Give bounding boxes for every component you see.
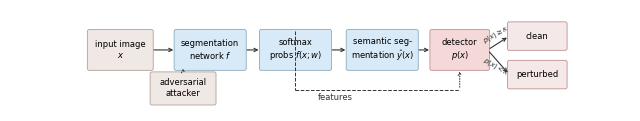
FancyBboxPatch shape [430, 30, 490, 70]
Text: input image
$x$: input image $x$ [95, 40, 146, 60]
FancyBboxPatch shape [150, 72, 216, 105]
Text: clean: clean [526, 32, 548, 41]
FancyBboxPatch shape [174, 30, 246, 70]
Text: softmax
probs $f(x; w)$: softmax probs $f(x; w)$ [269, 38, 322, 62]
Text: perturbed: perturbed [516, 70, 558, 79]
FancyBboxPatch shape [508, 60, 567, 89]
FancyBboxPatch shape [88, 30, 153, 70]
FancyBboxPatch shape [259, 30, 332, 70]
Text: $p(x) < \kappa$: $p(x) < \kappa$ [481, 55, 511, 78]
Text: detector
$p(x)$: detector $p(x)$ [442, 38, 477, 62]
Text: segmentation
network $f$: segmentation network $f$ [181, 39, 239, 61]
Text: semantic seg-
mentation $\hat{y}(x)$: semantic seg- mentation $\hat{y}(x)$ [351, 37, 414, 63]
Text: adversarial
attacker: adversarial attacker [159, 78, 207, 98]
FancyBboxPatch shape [508, 22, 567, 50]
Text: $p(x) \geq \kappa$: $p(x) \geq \kappa$ [481, 23, 511, 46]
Text: features: features [318, 93, 353, 102]
FancyBboxPatch shape [346, 30, 419, 70]
